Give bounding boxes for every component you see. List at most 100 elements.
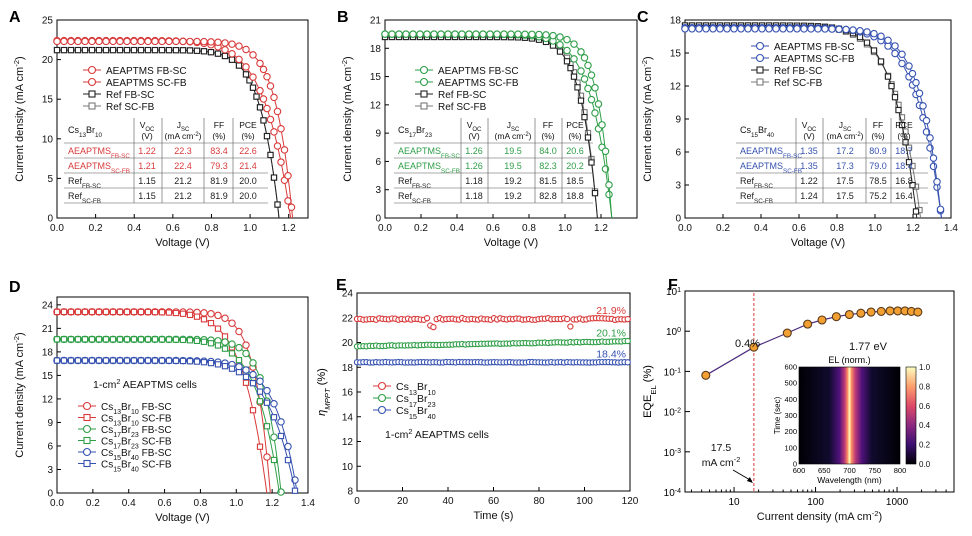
legend-marker: [756, 78, 764, 86]
data-point: [922, 116, 931, 125]
table-header: VOC: [140, 120, 155, 133]
data-point: [535, 30, 543, 39]
data-point: [260, 117, 267, 124]
data-point: [430, 323, 437, 331]
data-point: [259, 95, 268, 103]
data-point: [402, 30, 410, 38]
x-axis-label: Time (s): [474, 510, 514, 522]
y-tick-label: 24: [342, 289, 354, 300]
table-composition: Cs15Br40: [740, 125, 775, 139]
data-point: [898, 114, 906, 121]
y-tick-label: 15: [42, 95, 54, 106]
y-tick-label: 18: [42, 347, 54, 358]
data-point: [151, 357, 159, 364]
data-point: [88, 336, 96, 343]
data-point: [95, 308, 103, 316]
data-point: [228, 340, 236, 348]
data-point: [779, 25, 787, 33]
data-point: [53, 46, 61, 54]
legend-marker: [82, 401, 92, 411]
data-point: [884, 73, 892, 80]
y-tick-label: 12: [370, 100, 382, 111]
inset-y-tick: 600: [784, 363, 797, 372]
legend-marker: [82, 424, 92, 434]
legend-marker: [83, 436, 91, 445]
legend-marker: [83, 459, 91, 468]
data-point: [256, 398, 264, 405]
data-point: [60, 336, 68, 343]
data-point: [165, 37, 173, 46]
y-tick-label: 20: [42, 55, 54, 66]
data-point: [876, 306, 886, 316]
data-point: [81, 46, 89, 54]
data-point: [688, 25, 696, 33]
data-point: [472, 30, 480, 38]
data-point: [130, 37, 138, 46]
table-cell: 19.2: [504, 176, 522, 186]
data-point: [60, 46, 68, 54]
data-point: [242, 349, 250, 358]
plot-frame: [56, 296, 309, 494]
data-point: [821, 25, 829, 33]
y-tick-label: 12: [342, 437, 354, 448]
data-point: [395, 30, 403, 38]
data-point: [235, 356, 243, 364]
data-point: [67, 37, 75, 46]
panel-A: 0.0 0.2 0.4 0.6 0.8 1.0 1.2 0 5 10 15 20 25 A Voltage …: [9, 9, 309, 249]
data-point: [580, 54, 589, 62]
data-point: [235, 369, 243, 376]
legend-marker: [87, 77, 97, 87]
colorbar-tick: 0.0: [919, 460, 931, 469]
x-tick-label: 60: [488, 496, 500, 507]
table-cell: 20.0: [239, 191, 257, 201]
data-point: [235, 343, 243, 352]
data-point: [186, 311, 194, 319]
x-tick-label: 0.8: [205, 223, 219, 234]
data-point: [165, 46, 173, 54]
data-point: [814, 25, 822, 33]
data-point: [214, 50, 222, 57]
data-point: [249, 84, 257, 91]
y-tick-label: 6: [47, 441, 53, 452]
data-point: [885, 306, 895, 316]
data-point: [577, 97, 585, 104]
data-point: [870, 47, 878, 54]
data-point: [567, 323, 574, 330]
data-point: [242, 45, 250, 54]
colorbar-tick: 0.8: [919, 382, 931, 391]
x-axis-label: Voltage (V): [155, 512, 209, 524]
inset-y-label: Time (sec): [773, 396, 782, 434]
panel-letter: C: [637, 9, 649, 26]
data-point: [835, 25, 843, 33]
data-point: [130, 308, 138, 316]
x-tick-label: 1.2: [265, 498, 279, 509]
data-point: [563, 35, 571, 44]
data-point: [144, 308, 152, 316]
table-cell: 18.7: [895, 146, 913, 156]
data-point: [109, 46, 117, 54]
table-cell: 81.9: [210, 176, 228, 186]
y-tick-label: 10-4: [664, 488, 681, 500]
data-point: [235, 55, 243, 64]
table-cell: 79.3: [210, 161, 228, 171]
data-point: [81, 336, 89, 343]
x-tick-label: 0.4: [754, 223, 768, 234]
x-tick-label: 1.0: [229, 498, 243, 509]
table-cell: 21.4: [239, 161, 257, 171]
data-point: [242, 71, 250, 78]
data-point: [95, 357, 103, 364]
table-cell: 17.3: [836, 161, 854, 171]
data-point: [926, 134, 934, 142]
colorbar-tick: 0.6: [919, 402, 931, 411]
data-point: [891, 49, 899, 58]
x-tick-label: 0.8: [830, 223, 844, 234]
x-tick-label: 120: [622, 496, 639, 507]
x-tick-label: 20: [397, 496, 409, 507]
x-tick-label: 100: [576, 496, 593, 507]
data-point: [528, 30, 536, 39]
data-point: [587, 71, 596, 79]
data-point: [284, 456, 292, 464]
data-point: [849, 26, 857, 34]
data-point: [915, 89, 924, 98]
